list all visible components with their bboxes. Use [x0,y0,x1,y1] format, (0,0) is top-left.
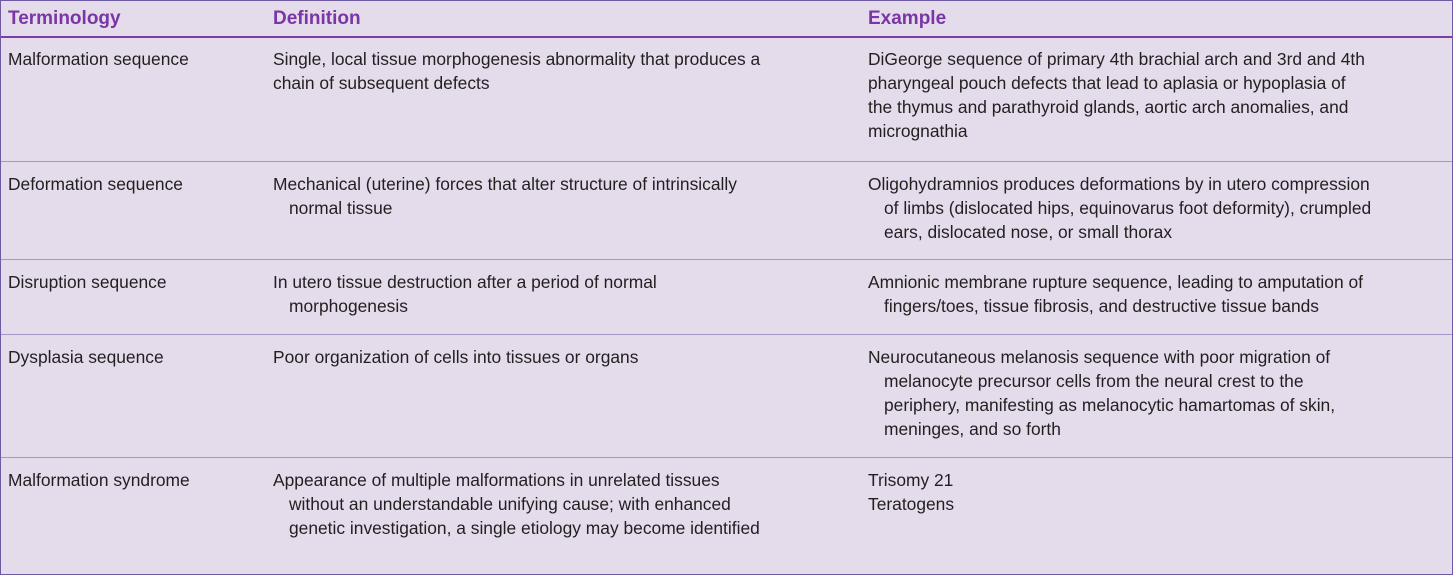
example-line: Neurocutaneous melanosis sequence with p… [868,347,1331,367]
definition-cell: Mechanical (uterine) forces that alter s… [273,172,853,220]
example-line: melanocyte precursor cells from the neur… [884,371,1304,391]
example-cell: Oligohydramnios produces deformations by… [868,172,1448,244]
table-row-disruption-sequence: Disruption sequence In utero tissue dest… [1,270,1452,335]
definition-cell: Appearance of multiple malformations in … [273,468,853,540]
header-definition: Definition [273,8,361,29]
term-cell: Dysplasia sequence [8,347,164,367]
definition-line: In utero tissue destruction after a peri… [273,272,657,292]
example-item: Teratogens [868,494,955,514]
definition-line: normal tissue [289,198,393,218]
table-row-deformation-sequence: Deformation sequence Mechanical (uterine… [1,172,1452,260]
table-row-malformation-sequence: Malformation sequence Single, local tiss… [1,47,1452,162]
definition-cell: Poor organization of cells into tissues … [273,345,853,369]
table-row-dysplasia-sequence: Dysplasia sequence Poor organization of … [1,345,1452,458]
header-terminology: Terminology [8,8,121,29]
term-cell: Disruption sequence [8,272,167,292]
example-line: Amnionic membrane rupture sequence, lead… [868,272,1363,292]
term-cell: Malformation sequence [8,49,189,69]
term-cell: Malformation syndrome [8,470,190,490]
example-line: pharyngeal pouch defects that lead to ap… [868,73,1346,93]
definition-line: genetic investigation, a single etiology… [289,518,760,538]
example-line: of limbs (dislocated hips, equinovarus f… [884,198,1372,218]
example-line: meninges, and so forth [884,419,1061,439]
example-cell: Trisomy 21 Teratogens [868,468,1448,516]
example-line: ears, dislocated nose, or small thorax [884,222,1173,242]
example-cell: Amnionic membrane rupture sequence, lead… [868,270,1448,318]
example-line: DiGeorge sequence of primary 4th brachia… [868,49,1365,69]
example-line: fingers/toes, tissue fibrosis, and destr… [884,296,1319,316]
example-cell: Neurocutaneous melanosis sequence with p… [868,345,1448,441]
definition-line: Poor organization of cells into tissues … [273,347,639,367]
example-cell: DiGeorge sequence of primary 4th brachia… [868,47,1448,143]
table-header-row: Terminology Definition Example [1,1,1452,38]
example-line: periphery, manifesting as melanocytic ha… [884,395,1336,415]
definition-cell: Single, local tissue morphogenesis abnor… [273,47,853,95]
table-row-malformation-syndrome: Malformation syndrome Appearance of mult… [1,468,1452,568]
header-example: Example [868,8,947,29]
example-line: the thymus and parathyroid glands, aorti… [868,97,1349,117]
example-line: Oligohydramnios produces deformations by… [868,174,1370,194]
definition-line: Mechanical (uterine) forces that alter s… [273,174,737,194]
definition-cell: In utero tissue destruction after a peri… [273,270,853,318]
example-line: micrognathia [868,121,968,141]
definition-line: Single, local tissue morphogenesis abnor… [273,49,761,69]
definition-line: morphogenesis [289,296,408,316]
definition-line: chain of subsequent defects [273,73,490,93]
example-item: Trisomy 21 [868,470,954,490]
definition-line: Appearance of multiple malformations in … [273,470,720,490]
definition-line: without an understandable unifying cause… [289,494,731,514]
term-cell: Deformation sequence [8,174,183,194]
